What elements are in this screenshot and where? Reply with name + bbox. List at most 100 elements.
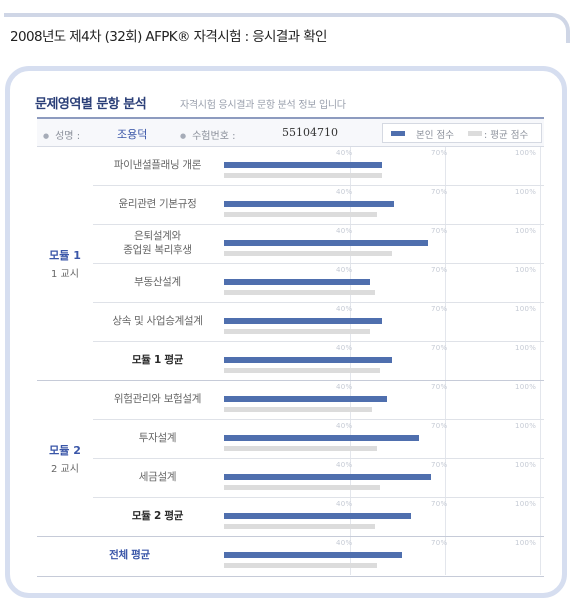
tick-label: 40% bbox=[336, 461, 353, 469]
gridline bbox=[445, 498, 446, 536]
subject-label: 위험관리와 보험설계 bbox=[113, 393, 202, 406]
avg-score-bar bbox=[224, 329, 370, 334]
tick-label: 70% bbox=[431, 422, 448, 430]
tick-label: 70% bbox=[431, 383, 448, 391]
self-score-bar bbox=[224, 435, 419, 441]
avg-score-bar bbox=[224, 485, 380, 490]
section-title: 문제영역별 문항 분석 bbox=[35, 97, 147, 112]
tick-label: 40% bbox=[336, 344, 353, 352]
exam-id-value: 55104710 bbox=[282, 126, 338, 139]
score-plot: 40% 70% 100% bbox=[224, 381, 541, 419]
subject-label: 은퇴설계와 종업원 복리후생 bbox=[123, 230, 192, 256]
tick-label: 70% bbox=[431, 344, 448, 352]
tick-label: 40% bbox=[336, 149, 353, 157]
gridline bbox=[445, 186, 446, 224]
avg-score-bar bbox=[224, 563, 377, 568]
tick-label: 100% bbox=[515, 227, 537, 235]
score-plot: 40% 70% 100% bbox=[224, 303, 541, 341]
score-row: 세금설계 40% 70% 100% bbox=[93, 459, 544, 498]
tick-label: 100% bbox=[515, 383, 537, 391]
avg-score-bar bbox=[224, 251, 392, 256]
tick-label: 70% bbox=[431, 500, 448, 508]
tick-label: 70% bbox=[431, 227, 448, 235]
legend-self-label: 본인 점수 bbox=[416, 130, 454, 141]
tick-label: 70% bbox=[431, 305, 448, 313]
score-plot: 40% 70% 100% bbox=[224, 147, 541, 185]
score-row: 전체 평균 40% 70% 100% bbox=[37, 537, 544, 576]
score-row: 위험관리와 보험설계 40% 70% 100% bbox=[93, 381, 544, 420]
tick-label: 40% bbox=[336, 539, 353, 547]
page-title-text: 2008년도 제4차 (32회) AFPK® 자격시험 : 응시결과 확인 bbox=[10, 29, 327, 45]
gridline bbox=[540, 381, 541, 419]
score-row: 모듈 2 평균 40% 70% 100% bbox=[93, 498, 544, 537]
gridline bbox=[540, 303, 541, 341]
gridline bbox=[540, 537, 541, 575]
score-plot: 40% 70% 100% bbox=[224, 420, 541, 458]
gridline bbox=[540, 225, 541, 263]
candidate-info-bar: 성명 : 조용덕 수험번호 : 55104710 본인 점수 : 평균 점수 bbox=[37, 117, 544, 147]
avg-score-bar bbox=[224, 173, 382, 178]
score-plot: 40% 70% 100% bbox=[224, 264, 541, 302]
name-value: 조용덕 bbox=[117, 128, 148, 141]
tick-label: 70% bbox=[431, 149, 448, 157]
subject-label: 부동산설계 bbox=[134, 276, 181, 289]
tick-label: 100% bbox=[515, 422, 537, 430]
module-label-2: 모듈 2 2 교시 bbox=[37, 381, 93, 537]
tick-label: 100% bbox=[515, 188, 537, 196]
tick-label: 100% bbox=[515, 539, 537, 547]
gridline bbox=[445, 342, 446, 380]
module-name: 모듈 2 bbox=[49, 444, 81, 457]
self-score-bar bbox=[224, 240, 428, 246]
score-plot: 40% 70% 100% bbox=[224, 459, 541, 497]
tick-label: 100% bbox=[515, 500, 537, 508]
tick-label: 100% bbox=[515, 344, 537, 352]
score-row: 윤리관련 기본규정 40% 70% 100% bbox=[93, 186, 544, 225]
avg-score-bar bbox=[224, 290, 375, 295]
gridline bbox=[540, 264, 541, 302]
module-name: 모듈 1 bbox=[49, 249, 81, 262]
legend: 본인 점수 : 평균 점수 bbox=[382, 123, 542, 143]
page-header: 2008년도 제4차 (32회) AFPK® 자격시험 : 응시결과 확인 bbox=[4, 13, 570, 45]
score-plot: 40% 70% 100% bbox=[224, 537, 541, 575]
gridline bbox=[445, 420, 446, 458]
gridline bbox=[540, 498, 541, 536]
subject-label: 윤리관련 기본규정 bbox=[118, 198, 197, 211]
page-title: 2008년도 제4차 (32회) AFPK® 자격시험 : 응시결과 확인 bbox=[6, 25, 327, 45]
gridline bbox=[540, 342, 541, 380]
tick-label: 70% bbox=[431, 461, 448, 469]
tick-label: 100% bbox=[515, 305, 537, 313]
self-score-bar bbox=[224, 513, 411, 519]
self-score-bar bbox=[224, 396, 387, 402]
score-row: 은퇴설계와 종업원 복리후생 40% 70% 100% bbox=[93, 225, 544, 264]
avg-score-bar bbox=[224, 524, 375, 529]
section-subtitle: 자격시험 응시결과 문항 분석 정보 입니다 bbox=[180, 100, 346, 111]
self-score-bar bbox=[224, 162, 382, 168]
gridline bbox=[540, 186, 541, 224]
tick-label: 40% bbox=[336, 422, 353, 430]
gridline bbox=[445, 264, 446, 302]
subject-label: 모듈 1 평균 bbox=[131, 354, 184, 367]
tick-label: 70% bbox=[431, 188, 448, 196]
tick-label: 40% bbox=[336, 188, 353, 196]
tick-label: 40% bbox=[336, 227, 353, 235]
subject-label: 세금설계 bbox=[138, 471, 177, 484]
score-plot: 40% 70% 100% bbox=[224, 186, 541, 224]
score-row: 파이낸셜플래닝 개론 40% 70% 100% bbox=[93, 147, 544, 186]
self-score-bar bbox=[224, 474, 431, 480]
gridline bbox=[445, 147, 446, 185]
gridline bbox=[540, 147, 541, 185]
tick-label: 40% bbox=[336, 266, 353, 274]
self-score-bar bbox=[224, 552, 402, 558]
subject-label: 전체 평균 bbox=[109, 549, 150, 562]
score-row: 모듈 1 평균 40% 70% 100% bbox=[93, 342, 544, 381]
gridline bbox=[445, 381, 446, 419]
module-session: 1 교시 bbox=[51, 269, 79, 280]
score-row: 상속 및 사업승계설계 40% 70% 100% bbox=[93, 303, 544, 342]
self-score-bar bbox=[224, 318, 382, 324]
gridline bbox=[445, 303, 446, 341]
self-score-bar bbox=[224, 357, 392, 363]
gridline bbox=[445, 459, 446, 497]
subject-label: 모듈 2 평균 bbox=[131, 510, 184, 523]
score-row: 부동산설계 40% 70% 100% bbox=[93, 264, 544, 303]
